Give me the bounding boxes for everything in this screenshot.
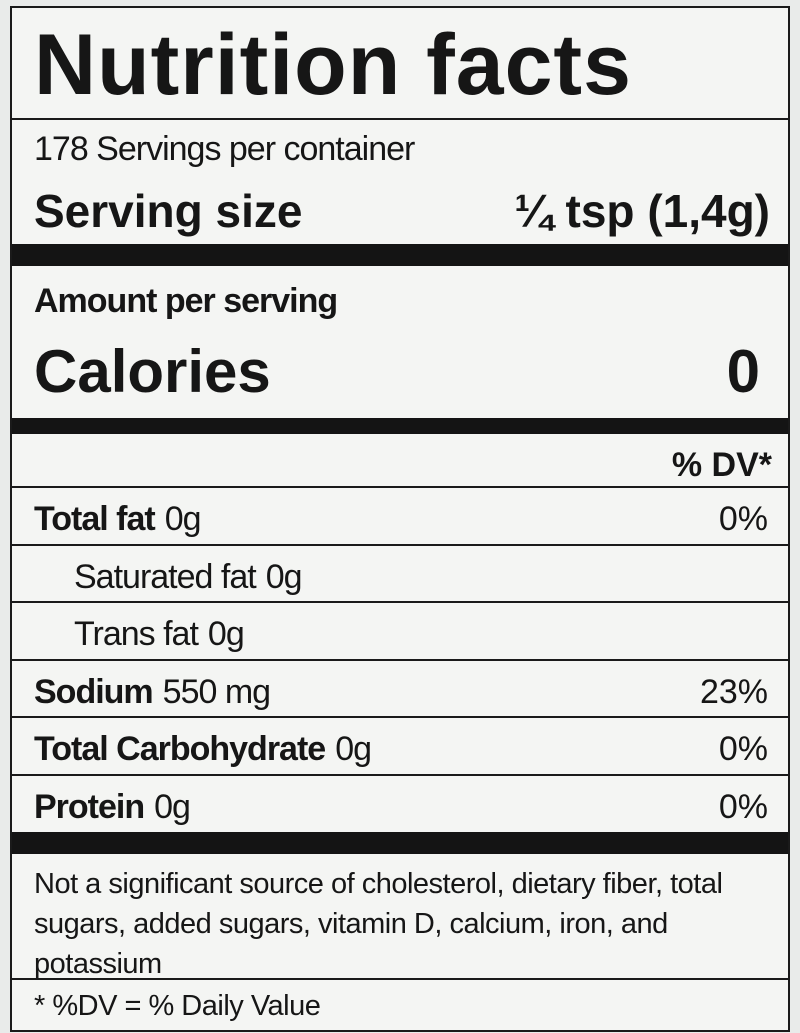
divider (12, 244, 788, 266)
nutrient-name: Trans fat (74, 615, 199, 653)
nutrient-dv: 0% (718, 787, 768, 826)
dv-note: * %DV = % Daily Value (34, 990, 321, 1022)
divider (12, 832, 788, 854)
footnote: Not a significant source of cholesterol,… (34, 868, 723, 980)
nutrient-amount: 0g (335, 730, 372, 768)
nutrient-amount: 550 mg (162, 672, 271, 711)
servings: 178 Servings per container (34, 130, 415, 168)
divider (12, 486, 788, 488)
serving-size-value: ¼ tsp (1,4g) (514, 185, 770, 237)
divider (12, 978, 788, 980)
amount-per-serving: Amount per serving (34, 282, 338, 320)
nutrient-name: Protein (34, 787, 145, 826)
nutrient-name: Saturated fat (74, 557, 257, 596)
nutrition-label: Nutrition facts 178 Servings per contain… (10, 6, 790, 1032)
nutrient-amount: 0g (265, 557, 303, 596)
divider (12, 773, 788, 776)
nutrient-line: Trans fat 0g (74, 615, 245, 653)
divider (12, 543, 788, 546)
calories-label: Calories (34, 338, 271, 405)
nutrient-name: Total fat (34, 500, 156, 538)
nutrient-line: Total Carbohydrate 0g (34, 730, 372, 768)
nutrient-amount: 0g (207, 615, 245, 653)
nutrient-amount: 0g (164, 500, 202, 538)
divider (12, 118, 788, 120)
dv-header: % DV* (671, 446, 772, 484)
nutrient-line: Protein 0g (34, 787, 191, 826)
title: Nutrition facts (34, 17, 632, 113)
nutrient-name: Total Carbohydrate (34, 730, 326, 768)
serving-size-label: Serving size (34, 185, 303, 237)
divider (12, 716, 788, 718)
nutrient-line: Sodium 550 mg (34, 672, 271, 711)
nutrient-line: Saturated fat 0g (74, 557, 303, 596)
nutrient-line: Total fat 0g (34, 500, 202, 538)
nutrient-dv: 23% (699, 672, 768, 711)
divider (12, 601, 788, 603)
divider (12, 418, 788, 434)
nutrient-amount: 0g (154, 787, 191, 826)
nutrient-dv: 0% (718, 500, 768, 538)
nutrient-name: Sodium (34, 672, 154, 711)
divider (12, 658, 788, 661)
nutrient-dv: 0% (718, 730, 768, 768)
calories-value: 0 (726, 338, 760, 405)
